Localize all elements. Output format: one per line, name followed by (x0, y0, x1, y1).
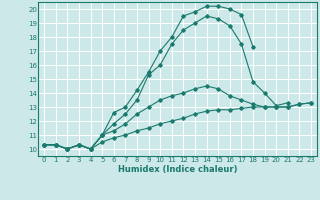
X-axis label: Humidex (Indice chaleur): Humidex (Indice chaleur) (118, 165, 237, 174)
